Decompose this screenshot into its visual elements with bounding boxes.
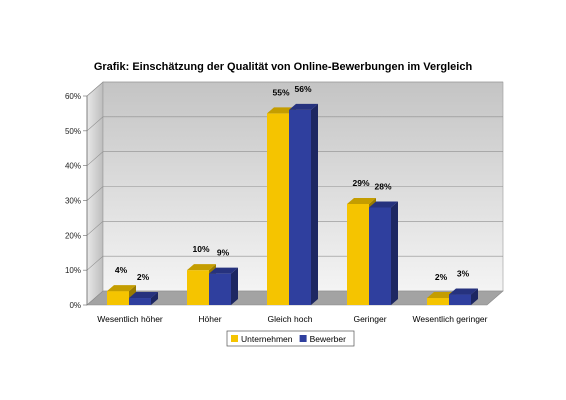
y-tick-label: 40% (65, 162, 81, 171)
y-tick-label: 30% (65, 197, 81, 206)
bar-bewerber (209, 267, 238, 305)
bar-top (267, 107, 296, 114)
bar-top (347, 197, 376, 204)
bar-front (107, 291, 129, 305)
legend-label-bewerber: Bewerber (310, 334, 347, 344)
bar-front (267, 113, 289, 306)
legend-box (226, 330, 355, 347)
bar-front (369, 207, 391, 305)
y-tick-label: 50% (65, 127, 81, 136)
bar-bewerber (449, 288, 478, 305)
chart-title: Grafik: Einschätzung der Qualität von On… (94, 61, 473, 73)
data-label: 3% (457, 269, 470, 279)
bar-top (449, 288, 478, 295)
bar-bewerber (129, 292, 158, 305)
bar-side (151, 292, 158, 305)
y-tick-label: 10% (65, 266, 81, 275)
x-tick-label: Höher (198, 314, 221, 324)
bar-front (187, 270, 209, 305)
data-label: 10% (192, 244, 209, 254)
gridline (86, 116, 503, 132)
data-label: 56% (294, 84, 311, 94)
data-label: 55% (272, 87, 289, 97)
x-tick-label: Wesentlich höher (97, 314, 163, 324)
bar-front (289, 109, 311, 305)
plot-area: 0% 10% 20% 30% 40% 50% 60% 4% 2% Wesentlich höher… (65, 81, 504, 324)
data-label: 9% (217, 248, 230, 258)
bar-side (231, 267, 238, 305)
bar-top (129, 292, 158, 299)
x-tick-label: Wesentlich geringer (413, 314, 488, 324)
bar-bewerber (369, 201, 398, 305)
legend-swatch-unternehmen (231, 335, 238, 342)
bar-top (369, 201, 398, 208)
bar-front (209, 273, 231, 305)
data-label: 2% (435, 272, 448, 282)
gridline (86, 151, 503, 166)
bar-front (347, 203, 369, 305)
y-tick-label: 60% (65, 92, 81, 101)
bar-top (187, 264, 216, 271)
bar-top (289, 103, 318, 110)
bar-bewerber (289, 103, 318, 305)
y-tick-label: 0% (69, 301, 81, 310)
data-label: 4% (115, 265, 128, 275)
bar-front (449, 294, 471, 305)
bar-side (311, 103, 318, 305)
y-tick-label: 20% (65, 231, 81, 240)
bar-front (427, 298, 449, 305)
data-label: 2% (137, 272, 150, 282)
x-tick-label: Geringer (353, 314, 386, 324)
bar-front (129, 298, 151, 305)
gridline (86, 186, 503, 201)
bar-top (427, 292, 456, 299)
legend-label-unternehmen: Unternehmen (241, 334, 293, 344)
data-label: 28% (374, 181, 391, 191)
bar-side (391, 201, 398, 305)
x-tick-label: Gleich hoch (268, 314, 313, 324)
bar-side (471, 288, 478, 305)
legend: Unternehmen Bewerber (226, 330, 355, 347)
gridline (86, 81, 503, 97)
bar-top (107, 285, 136, 292)
legend-swatch-bewerber (299, 335, 307, 342)
data-label: 29% (352, 178, 369, 188)
bar-top (209, 267, 238, 274)
